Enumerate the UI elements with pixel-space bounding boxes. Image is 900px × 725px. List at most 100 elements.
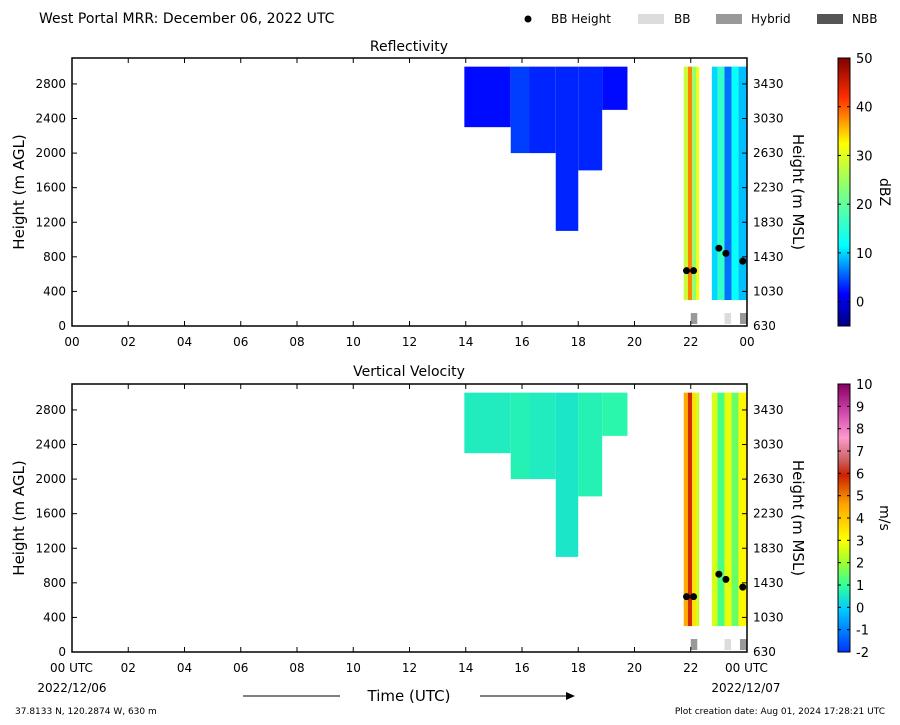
bb-height-point xyxy=(739,583,747,591)
colorbar-dbz xyxy=(837,57,851,327)
xtick-label: 12 xyxy=(402,661,417,675)
colorbar-ms-ticks: -2 -1 0 1 2 3 4 5 6 7 8 9 10 xyxy=(838,378,873,661)
ylabel-left-reflectivity: Height (m AGL) xyxy=(10,134,28,249)
echo-column xyxy=(464,392,511,454)
footer-creation-date: Plot creation date: Aug 01, 2024 17:28:2… xyxy=(675,707,885,717)
ytick-right-label: 1030 xyxy=(753,284,784,298)
ytick-left-label: 800 xyxy=(43,250,66,264)
echo-column xyxy=(687,66,693,301)
ytick-right-label: 1030 xyxy=(753,610,784,624)
legend-dot-bb-height xyxy=(524,15,532,23)
xtick-label: 06 xyxy=(233,335,248,349)
colorbar-tick-label: 0 xyxy=(856,601,864,616)
figure-title: West Portal MRR: December 06, 2022 UTC xyxy=(39,11,335,27)
ytick-right-label: 1830 xyxy=(753,215,784,229)
echo-column xyxy=(738,392,747,627)
echo-column xyxy=(529,66,556,154)
xtick-label: 02 xyxy=(121,661,136,675)
echo-column xyxy=(731,392,739,627)
echo-column xyxy=(711,392,718,627)
bb-height-point xyxy=(690,267,698,275)
reflectivity-data-layer xyxy=(464,66,747,324)
bb-height-point xyxy=(683,267,691,275)
echo-column xyxy=(738,66,747,301)
ytick-left-label: 0 xyxy=(58,645,66,659)
echo-column xyxy=(578,66,603,171)
colorbar-label-ms: m/s xyxy=(876,505,892,531)
echo-column xyxy=(683,392,688,627)
ytick-right-label: 1430 xyxy=(753,576,784,590)
echo-column xyxy=(555,66,579,231)
vertical-velocity-axes: 0 630 400 1030 800 1430 1200 1830 1600 2230 2000 26… xyxy=(35,384,784,675)
xlabel-time: Time (UTC) xyxy=(367,687,451,705)
bb-type-marker xyxy=(739,639,747,650)
date-label-start: 2022/12/06 xyxy=(37,681,106,695)
legend-box-nbb xyxy=(817,14,843,24)
bb-type-marker xyxy=(724,639,732,650)
xtick-label: 16 xyxy=(514,661,529,675)
echo-column xyxy=(724,66,732,301)
echo-column xyxy=(602,66,628,110)
ytick-left-label: 0 xyxy=(58,319,66,333)
bb-height-point xyxy=(739,257,747,265)
panel-title-reflectivity: Reflectivity xyxy=(370,39,448,55)
colorbar-label-dbz: dBZ xyxy=(876,178,892,206)
xtick-label: 02 xyxy=(121,335,136,349)
echo-column xyxy=(529,392,556,480)
xtick-label: 10 xyxy=(346,661,361,675)
colorbar-tick-label: 10 xyxy=(856,378,873,393)
ytick-left-label: 1600 xyxy=(35,507,66,521)
ylabel-right-reflectivity: Height (m MSL) xyxy=(789,134,807,250)
xtick-label: 04 xyxy=(177,335,192,349)
colorbar-tick-label: 9 xyxy=(856,400,864,415)
colorbar-tick-label: 50 xyxy=(856,52,873,67)
xtick-label: 10 xyxy=(346,335,361,349)
echo-column xyxy=(724,392,732,627)
bb-height-point xyxy=(722,249,730,257)
echo-column xyxy=(687,392,693,627)
xtick-label: 08 xyxy=(289,335,304,349)
xtick-label: 20 xyxy=(627,335,642,349)
ytick-left-label: 2400 xyxy=(35,112,66,126)
ytick-left-label: 800 xyxy=(43,576,66,590)
echo-column xyxy=(602,392,628,436)
echo-column xyxy=(717,392,725,627)
colorbar-tick-label: 4 xyxy=(856,512,864,527)
bb-type-marker xyxy=(739,313,747,324)
echo-column xyxy=(510,66,530,154)
legend-label-bb-height: BB Height xyxy=(551,12,611,26)
legend-box-bb xyxy=(638,14,664,24)
echo-column xyxy=(711,66,718,301)
echo-column xyxy=(692,392,697,627)
legend-box-hybrid xyxy=(716,14,742,24)
xtick-label: 00 xyxy=(64,335,79,349)
colorbar-tick-label: 0 xyxy=(856,296,864,311)
ytick-right-label: 630 xyxy=(753,645,776,659)
colorbar-dbz-ticks: 0 10 20 30 40 50 xyxy=(838,52,873,311)
ytick-right-label: 2630 xyxy=(753,146,784,160)
plot-frame-reflectivity xyxy=(71,57,748,327)
echo-column xyxy=(510,392,530,480)
bb-type-marker xyxy=(690,639,698,650)
xtick-label: 14 xyxy=(458,661,473,675)
ylabel-left-vertical-velocity: Height (m AGL) xyxy=(10,460,28,575)
ytick-right-label: 2630 xyxy=(753,472,784,486)
ytick-left-label: 400 xyxy=(43,610,66,624)
colorbar-tick-label: 20 xyxy=(856,198,873,213)
colorbar-tick-label: 40 xyxy=(856,101,873,116)
colorbar-tick-label: 10 xyxy=(856,247,873,262)
xtick-label: 04 xyxy=(177,661,192,675)
ytick-right-label: 3430 xyxy=(753,403,784,417)
colorbar-tick-label: 5 xyxy=(856,490,864,505)
xtick-label: 22 xyxy=(683,661,698,675)
echo-column xyxy=(578,392,603,497)
echo-column xyxy=(696,66,700,301)
ytick-right-label: 1430 xyxy=(753,250,784,264)
ytick-right-label: 2230 xyxy=(753,507,784,521)
bb-height-point xyxy=(722,575,730,583)
echo-column xyxy=(696,392,700,627)
